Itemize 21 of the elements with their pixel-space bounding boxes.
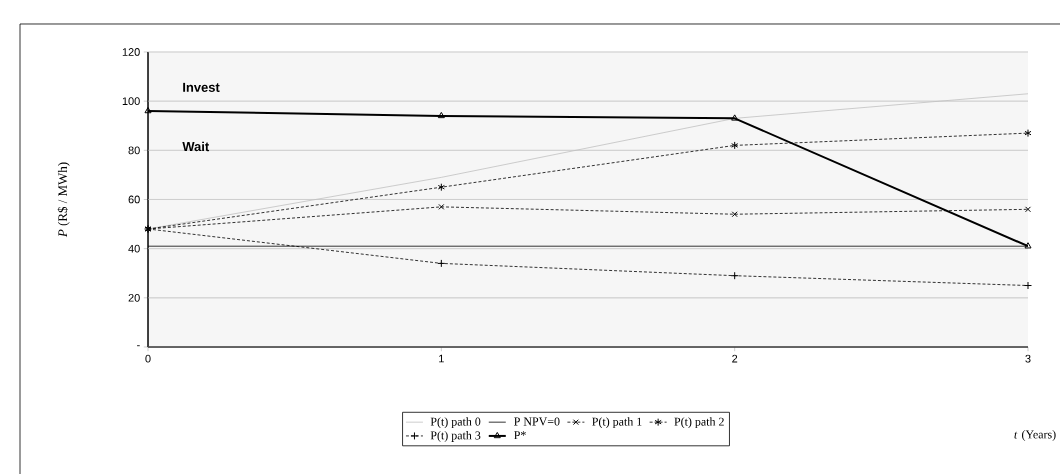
legend-label: P(t) path 1 bbox=[592, 417, 642, 429]
x-tick-label: 2 bbox=[732, 354, 738, 363]
legend-label: P(t) path 2 bbox=[674, 417, 724, 429]
text: t (Years) bbox=[1014, 430, 1056, 441]
y-tick-label: 80 bbox=[128, 146, 140, 155]
y-tick-label: 120 bbox=[122, 48, 140, 56]
x-tick-label: 3 bbox=[1025, 354, 1031, 363]
y-tick-label: 40 bbox=[128, 244, 140, 253]
x-tick-label: 1 bbox=[439, 354, 444, 363]
y-tick-label: 60 bbox=[128, 195, 140, 204]
legend-label: P(t) path 3 bbox=[430, 431, 481, 442]
y-tick-label: - bbox=[137, 345, 140, 347]
y-tick-label: 100 bbox=[122, 97, 140, 106]
y-axis-title: P (R$ / MWh) bbox=[57, 162, 70, 238]
legend-label: P* bbox=[514, 431, 526, 440]
y-tick-label: 20 bbox=[128, 293, 140, 302]
x-tick-label: 0 bbox=[145, 354, 151, 363]
legend-label: P NPV=0 bbox=[514, 417, 560, 426]
annotation: Invest bbox=[183, 82, 220, 92]
legend-label: P(t) path 0 bbox=[430, 417, 481, 429]
annotation: Wait bbox=[182, 141, 210, 152]
